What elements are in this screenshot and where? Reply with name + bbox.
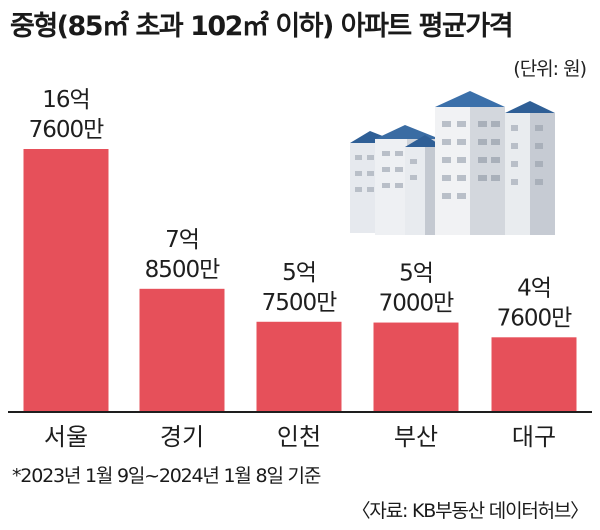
value-label-1-0: 7억: [165, 227, 199, 253]
bar-4: [491, 337, 577, 412]
bar-2: [256, 321, 342, 412]
category-label-3: 부산: [394, 423, 438, 451]
bar-3: [373, 322, 459, 412]
value-label-2-1: 7500만: [262, 290, 338, 316]
category-label-4: 대구: [512, 423, 556, 451]
value-label-4-1: 7600만: [497, 305, 573, 331]
value-label-4-0: 4억: [517, 275, 551, 301]
bar-1: [139, 288, 225, 412]
category-label-2: 인천: [277, 423, 321, 451]
value-label-1-1: 8500만: [145, 257, 221, 283]
category-label-0: 서울: [44, 423, 88, 451]
source-note: 〈자료: KB부동산 데이터허브〉: [351, 500, 590, 522]
bar-0: [23, 149, 109, 412]
apartment-buildings-icon: [350, 91, 555, 235]
category-label-1: 경기: [160, 423, 204, 451]
footnote: *2023년 1월 9일~2024년 1월 8일 기준: [12, 465, 321, 487]
value-label-2-0: 5억: [282, 260, 316, 286]
value-label-3-0: 5억: [399, 261, 433, 287]
page-title: 중형(85㎡ 초과 102㎡ 이하) 아파트 평균가격: [10, 11, 514, 42]
value-label-3-1: 7000만: [379, 291, 455, 317]
value-label-0-1: 7600만: [29, 117, 105, 143]
value-label-0-0: 16억: [42, 87, 89, 113]
unit-note: (단위: 원): [513, 58, 587, 80]
